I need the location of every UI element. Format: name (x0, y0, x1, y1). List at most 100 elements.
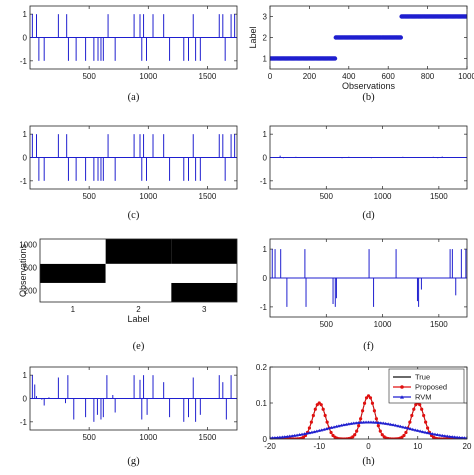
rvm-marker (408, 427, 412, 431)
rvm-marker (295, 433, 299, 437)
x-tick-label: 1500 (430, 320, 448, 329)
rvm-marker (310, 430, 314, 434)
proposed-marker (418, 403, 422, 407)
panel-caption: (h) (362, 456, 375, 467)
rvm-marker (398, 424, 403, 428)
rvm-marker (322, 427, 326, 431)
x-tick-label: 0 (268, 72, 273, 81)
panel-f: 500 1000 1500 -1 0 1 (f) (260, 238, 468, 352)
rvm-marker (329, 425, 334, 429)
spike-lines (30, 134, 237, 181)
rvm-marker (359, 420, 363, 424)
scatter-point (332, 56, 338, 61)
rvm-marker (418, 429, 422, 433)
y-tick-label: -1 (260, 177, 268, 186)
rvm-marker (320, 428, 324, 432)
rvm-marker (302, 432, 307, 436)
panel-caption: (g) (127, 456, 140, 467)
rvm-marker (317, 428, 321, 432)
axes-frame (29, 366, 238, 431)
proposed-marker (323, 413, 327, 418)
x-tick-label: 1000 (139, 433, 157, 442)
rvm-marker (285, 434, 289, 438)
y-tick-label: 1 (23, 371, 28, 380)
rvm-marker (290, 434, 294, 438)
heatmap-cells (40, 239, 237, 302)
heatmap-cell (40, 263, 106, 283)
x-tick-label: 600 (382, 72, 396, 81)
rvm-marker (307, 431, 311, 435)
proposed-marker (370, 401, 375, 405)
y-tick-label: 0 (263, 154, 268, 163)
heatmap-cell (105, 239, 172, 264)
proposed-marker (422, 413, 426, 418)
panel-caption: (e) (133, 341, 145, 352)
y-tick-label: 1 (23, 130, 28, 139)
x-tick-label: 500 (82, 192, 96, 201)
x-tick-label: 1500 (199, 192, 217, 201)
proposed-marker (364, 396, 369, 400)
axes-frame (39, 238, 238, 303)
x-axis-label: Label (127, 314, 149, 324)
y-tick-label: 0 (23, 154, 28, 163)
proposed-marker (420, 407, 424, 411)
axes-frame (269, 366, 468, 440)
x-tick-label: 1000 (139, 192, 157, 201)
proposed-marker (374, 417, 378, 421)
rvm-marker (430, 432, 435, 436)
rvm-marker (352, 421, 356, 425)
proposed-marker (311, 413, 315, 418)
y-axis-label: Label (248, 26, 258, 48)
proposed-marker (412, 407, 416, 411)
panel-d: 500 1000 1500 -1 0 1 (d) (260, 125, 468, 221)
rvm-marker (374, 420, 378, 424)
rvm-marker (325, 427, 329, 431)
proposed-marker (426, 426, 430, 430)
proposed-marker (424, 420, 428, 424)
proposed-marker (366, 394, 371, 398)
panel-e: 1 2 3 200 600 1000 Label Observations (e) (18, 238, 238, 352)
y-tick-label: 3 (263, 13, 268, 22)
rvm-marker (445, 434, 449, 438)
panel-g: 500 1000 1500 -1 0 1 (g) (20, 366, 238, 467)
x-tick-label: 800 (421, 72, 435, 81)
y-tick-label: 0.1 (256, 399, 268, 408)
proposed-marker (307, 426, 311, 430)
proposed-marker (359, 417, 363, 421)
y-tick-label: 200 (24, 287, 38, 296)
rvm-marker (369, 420, 373, 424)
scatter-point (464, 14, 467, 19)
rvm-marker (450, 435, 454, 439)
x-tick-label: 1000 (374, 320, 392, 329)
rvm-marker (421, 430, 425, 434)
y-tick-label: 0 (23, 34, 28, 43)
panel-caption: (c) (128, 210, 140, 221)
y-tick-label: 1000 (19, 241, 37, 250)
rvm-marker (297, 433, 302, 437)
x-tick-label: 500 (82, 72, 96, 81)
rvm-marker (413, 428, 417, 432)
y-tick-label: 1 (23, 10, 28, 19)
rvm-marker (423, 430, 427, 434)
x-tick-label: -20 (264, 442, 276, 451)
x-tick-label: 1500 (199, 433, 217, 442)
legend-label-rvm: RVM (415, 393, 432, 402)
proposed-marker (329, 430, 333, 435)
heatmap-cell (171, 282, 237, 302)
x-tick-label: 0 (366, 442, 371, 451)
y-tick-label: -1 (260, 303, 268, 312)
rvm-marker (460, 436, 464, 439)
x-tick-label: 1500 (199, 72, 217, 81)
proposed-marker (368, 396, 373, 400)
proposed-marker (376, 424, 380, 428)
rvm-marker (386, 422, 390, 426)
heatmap-cell (105, 282, 172, 302)
rvm-marker (337, 424, 341, 428)
legend-marker (400, 395, 404, 399)
x-tick-label: 400 (342, 72, 356, 81)
axes-frame (269, 238, 468, 318)
axes-frame (269, 5, 468, 70)
rvm-marker (389, 422, 393, 426)
